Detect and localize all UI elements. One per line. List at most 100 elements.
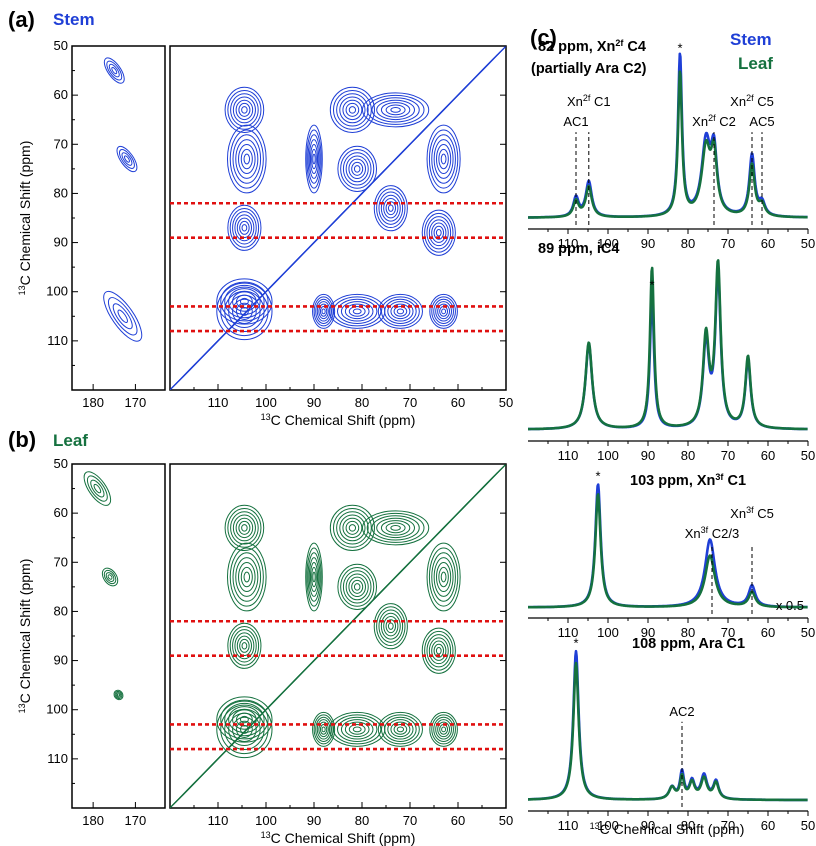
cross-peak-contour [371,97,420,123]
cross-peak-contour [426,124,461,194]
slice-x-tick-label: 110 [558,818,579,833]
cross-peak-contour [332,508,372,548]
slice-x-tick-label: 110 [558,236,579,251]
cross-peak-contour [239,220,250,235]
cross-peak-contour [240,148,253,170]
x-tick-label: 180 [82,395,104,410]
cross-peak-contour [241,106,248,114]
cross-peak-contour [316,719,331,740]
peak-star: * [595,468,600,483]
cross-peak-contour [435,719,452,740]
cross-peak-contour [241,224,248,232]
slice-title: 103 ppm, Xn3f C1 [630,472,746,489]
cross-peak-contour [224,86,265,133]
cross-peak-contour [305,124,323,194]
cross-peak-contour [435,301,452,322]
y-tick-label: 100 [46,702,68,717]
cross-peak-contour [342,152,372,186]
cross-peak-contour [312,571,316,583]
cross-peak-contour [220,699,269,740]
peak-annotation: AC2 [669,704,694,719]
leaf-spectrum [527,259,809,431]
carbonyl-peak-contour [117,309,128,324]
cross-peak-contour [352,726,362,733]
cross-peak-contour [243,571,251,583]
cross-peak-contour [220,281,269,322]
cross-peak-contour [393,724,408,735]
cross-peak-contour [232,96,256,124]
slice-x-tick-label: 80 [681,818,695,833]
cross-peak-contour [227,204,262,251]
slice-x-tick-label: 90 [641,448,655,463]
cross-peak-contour [440,571,447,583]
cross-peak-contour [229,129,264,189]
cross-peak-contour [227,90,262,130]
slice-x-tick-label: 100 [597,448,619,463]
carbonyl-peak-contour [107,574,113,580]
cross-peak-contour [318,721,329,738]
cross-peak-contour [229,625,260,666]
cross-peak-contour [234,632,255,660]
cross-peak-contour [348,158,366,180]
cross-peak-contour [344,303,370,320]
cross-peak-contour [226,542,267,612]
peak-star: * [677,40,682,55]
cross-peak-contour [426,542,461,612]
slice-x-tick-label: 110 [558,625,579,640]
carbonyl-peak-contour [103,57,125,84]
cross-peak-contour [424,212,454,253]
cross-peak-contour [348,106,357,114]
cross-peak-contour [438,566,449,588]
cross-peak-contour [437,721,451,738]
cross-peak-contour [315,716,332,742]
cross-peak-contour [312,153,316,165]
cross-peak-contour [306,547,322,607]
cross-peak-contour [235,99,254,121]
cross-peak-contour [385,104,406,116]
carbonyl-peak-contour [90,479,105,498]
cross-peak-contour [319,306,328,317]
cross-peak-contour [232,291,257,312]
x-tick-label: 50 [499,813,513,828]
contour-group [170,46,506,390]
cross-peak-contour [240,566,253,588]
y-tick-label: 100 [46,284,68,299]
cross-peak-contour [224,702,265,737]
carbonyl-frame [71,45,166,391]
x-tick-label: 50 [499,395,513,410]
cross-peak-contour [342,517,363,539]
cross-peak-contour [232,134,262,184]
cross-peak-contour [439,724,449,735]
carbonyl-peak-contour [86,475,108,502]
peak-annotation: AC1 [563,114,588,129]
cross-peak-contour [321,308,326,315]
cross-peak-contour [387,204,394,212]
cross-peak-contour [339,96,366,124]
cross-peak-contour [315,298,332,324]
panel-a-sample: Stem [53,10,95,29]
slice-x-tick-label: 70 [721,448,735,463]
cross-peak-contour [380,194,401,222]
cross-peak-contour [308,139,320,179]
slice-x-tick-label: 50 [801,625,815,640]
x-tick-label: 70 [403,813,417,828]
carbonyl-peak-contour [114,690,123,699]
cross-peak-contour [361,92,430,128]
cross-peak-contour [377,293,423,329]
slice-x-tick-label: 70 [721,236,735,251]
peak-star: * [649,278,654,293]
x-tick-label: 70 [403,395,417,410]
cross-peak-contour [396,726,405,733]
cross-peak-contour [337,563,378,610]
cross-peak-contour [431,640,447,661]
cross-peak-contour [239,638,250,653]
cross-peak-contour [380,612,401,640]
cross-peak-contour [436,143,452,175]
cross-peak-contour [380,102,411,118]
carbonyl-peak-contour [113,689,124,701]
cross-peak-contour [431,222,447,243]
cross-peak-contour [241,642,248,650]
cross-peak-contour [384,298,417,324]
cross-peak-contour [339,514,366,542]
cross-peak-contour [348,576,366,598]
